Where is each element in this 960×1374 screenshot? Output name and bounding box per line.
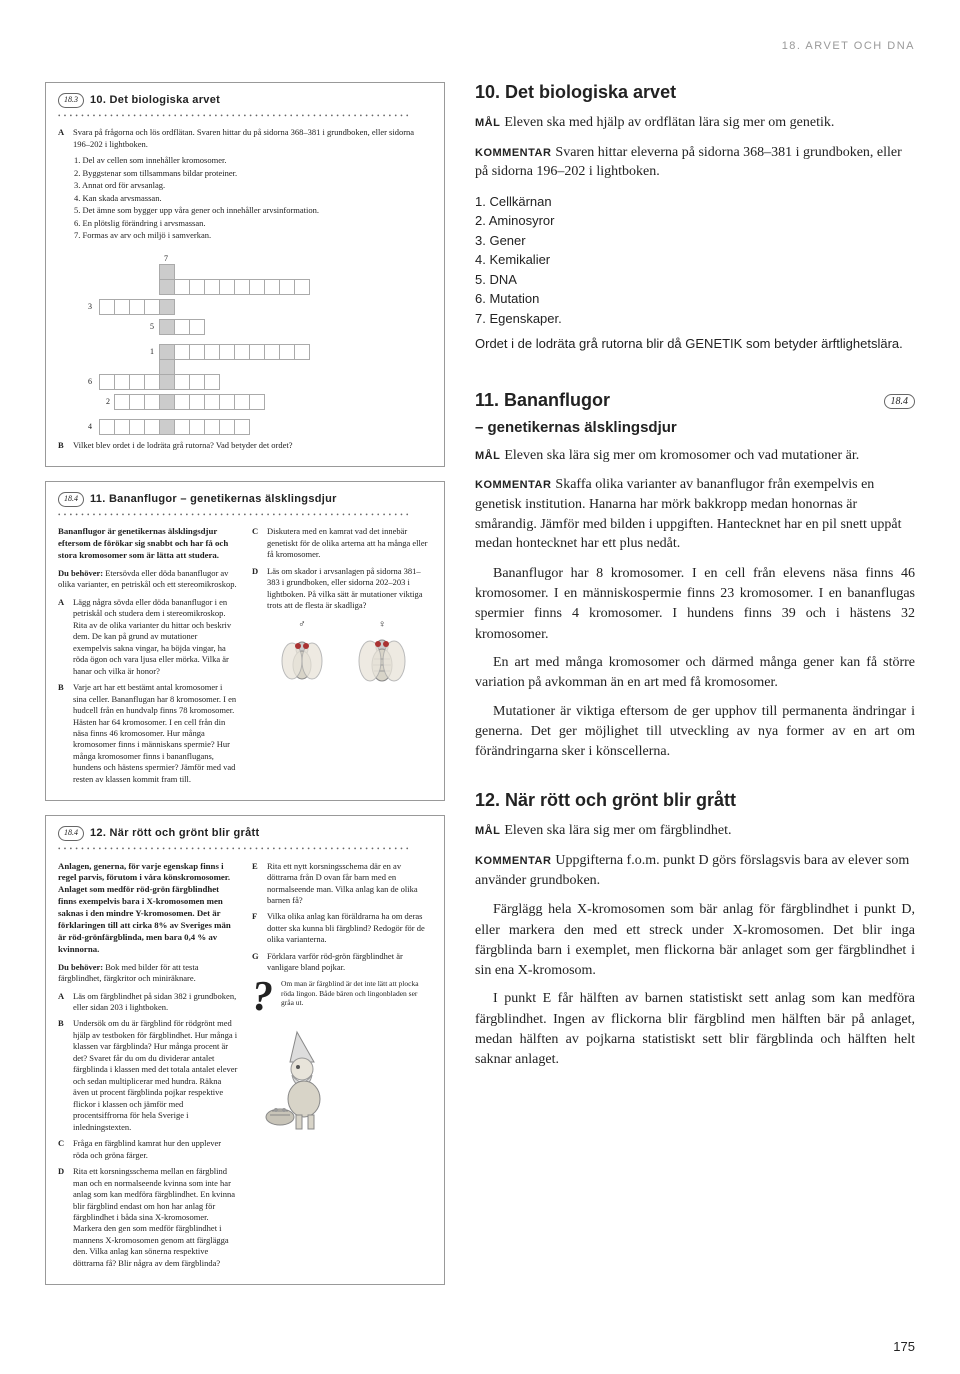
tail-10: Ordet i de lodräta grå rutorna blir då G… bbox=[475, 334, 915, 354]
box1-intro: Svara på frågorna och lös ordflätan. Sva… bbox=[73, 127, 432, 150]
worksheet-box-10: 18.3 10. Det biologiska arvet • • • • • … bbox=[45, 82, 445, 467]
clue-list: 1. Del av cellen som innehåller kromosom… bbox=[58, 155, 432, 241]
clue-7: 7. Formas av arv och miljö i samverkan. bbox=[72, 230, 432, 241]
page-number: 175 bbox=[893, 1339, 915, 1354]
question-mark-icon: ? bbox=[252, 979, 273, 1017]
badge-18-3: 18.3 bbox=[58, 93, 84, 108]
male-symbol: ♂ bbox=[272, 618, 332, 632]
clue-1: 1. Del av cellen som innehåller kromosom… bbox=[72, 155, 432, 166]
r-title-11: 11. Bananflugor bbox=[475, 390, 915, 411]
box2-a: Lägg några sövda eller döda bananflugor … bbox=[73, 597, 238, 677]
mal-label: MÅL bbox=[475, 117, 500, 129]
box3-b: Undersök om du är färgblind för rödgrönt… bbox=[73, 1018, 238, 1133]
p12-2: I punkt E får hälften av barnen statisti… bbox=[475, 989, 915, 1070]
box3-intro: Anlagen, generna, för varje egenskap fin… bbox=[58, 861, 238, 956]
mal-11: Eleven ska lära sig mer om kromosomer oc… bbox=[504, 448, 859, 463]
clue-6: 6. En plötslig förändring i arvsmassan. bbox=[72, 218, 432, 229]
right-column: 10. Det biologiska arvet MÅL Eleven ska m… bbox=[475, 82, 915, 1299]
crossword-grid: 7 3 5 1 6 2 4 bbox=[88, 252, 348, 432]
box2-d: Läs om skador i arvsanlagen på sidorna 3… bbox=[267, 566, 432, 612]
q-letter-a: A bbox=[58, 127, 68, 150]
r-title-12: 12. När rött och grönt blir grått bbox=[475, 790, 915, 811]
dots-divider: • • • • • • • • • • • • • • • • • • • • … bbox=[58, 511, 432, 520]
box3-e: Rita ett nytt korsningsschema där en av … bbox=[267, 861, 432, 907]
fly-illustration: ♂ ♀ bbox=[252, 618, 432, 688]
gnome-illustration: ? Om man är färgblind är det inte lätt a… bbox=[252, 979, 432, 1017]
p11-3: Mutationer är viktiga eftersom de ger up… bbox=[475, 702, 915, 763]
box-title-12: 12. När rött och grönt blir grått bbox=[90, 826, 259, 841]
clue-4: 4. Kan skada arvsmassan. bbox=[72, 193, 432, 204]
female-symbol: ♀ bbox=[352, 618, 412, 632]
p12-1: Färglägg hela X-kromosomen som bär anlag… bbox=[475, 900, 915, 981]
q-letter-b: B bbox=[58, 440, 68, 451]
box1-qb: Vilket blev ordet i de lodräta grå rutor… bbox=[73, 440, 293, 451]
box2-c: Diskutera med en kamrat vad det innebär … bbox=[267, 526, 432, 560]
left-column: 18.3 10. Det biologiska arvet • • • • • … bbox=[45, 82, 445, 1299]
r-title-10: 10. Det biologiska arvet bbox=[475, 82, 915, 103]
p11-2: En art med många kromosomer och därmed m… bbox=[475, 653, 915, 694]
p11-1: Bananflugor har 8 kromosomer. I en cell … bbox=[475, 564, 915, 645]
box3-a: Läs om färgblindhet på sidan 382 i grund… bbox=[73, 991, 238, 1014]
clue-2: 2. Byggstenar som tillsammans bildar pro… bbox=[72, 168, 432, 179]
answers-10: 1. Cellkärnan 2. Aminosyror 3. Gener 4. … bbox=[475, 192, 915, 329]
mal-10: Eleven ska med hjälp av ordflätan lära s… bbox=[504, 115, 834, 130]
badge-right-18-4: 18.4 bbox=[884, 394, 916, 409]
box3-g: Förklara varför röd-grön färgblindhet är… bbox=[267, 951, 432, 974]
box3-d: Rita ett korsningsschema mellan en färgb… bbox=[73, 1166, 238, 1269]
badge-18-4b: 18.4 bbox=[58, 826, 84, 841]
mal-12: Eleven ska lära sig mer om färgblindhet. bbox=[504, 823, 731, 838]
gnome-drawing bbox=[252, 1017, 372, 1137]
worksheet-box-12: 18.4 12. När rött och grönt blir grått •… bbox=[45, 815, 445, 1285]
gnome-caption: Om man är färgblind är det inte lätt att… bbox=[281, 979, 432, 1008]
r-sub-11: – genetikernas älsklingsdjur bbox=[475, 419, 915, 436]
clue-5: 5. Det ämne som bygger upp våra gener oc… bbox=[72, 205, 432, 216]
badge-18-4a: 18.4 bbox=[58, 492, 84, 507]
box-title-10: 10. Det biologiska arvet bbox=[90, 93, 220, 108]
worksheet-box-11: 18.4 11. Bananflugor – genetikernas älsk… bbox=[45, 481, 445, 801]
chapter-header: 18. ARVET OCH DNA bbox=[45, 40, 915, 52]
clue-3: 3. Annat ord för arvsanlag. bbox=[72, 180, 432, 191]
box2-b: Varje art har ett bestämt antal kromosom… bbox=[73, 682, 238, 785]
box2-intro: Bananflugor är genetikernas älsklingsdju… bbox=[58, 526, 238, 562]
box3-need: Du behöver: Bok med bilder för att testa… bbox=[58, 962, 238, 985]
dots-divider: • • • • • • • • • • • • • • • • • • • • … bbox=[58, 845, 432, 854]
komm-label: KOMMENTAR bbox=[475, 147, 551, 159]
dots-divider: • • • • • • • • • • • • • • • • • • • • … bbox=[58, 112, 432, 121]
box3-f: Vilka olika anlag kan föräldrarna ha om … bbox=[267, 911, 432, 945]
box2-need: Du behöver: Etersövda eller döda bananfl… bbox=[58, 568, 238, 591]
box-title-11: 11. Bananflugor – genetikernas älsklings… bbox=[90, 492, 337, 507]
box3-c: Fråga en färgblind kamrat hur den upplev… bbox=[73, 1138, 238, 1161]
